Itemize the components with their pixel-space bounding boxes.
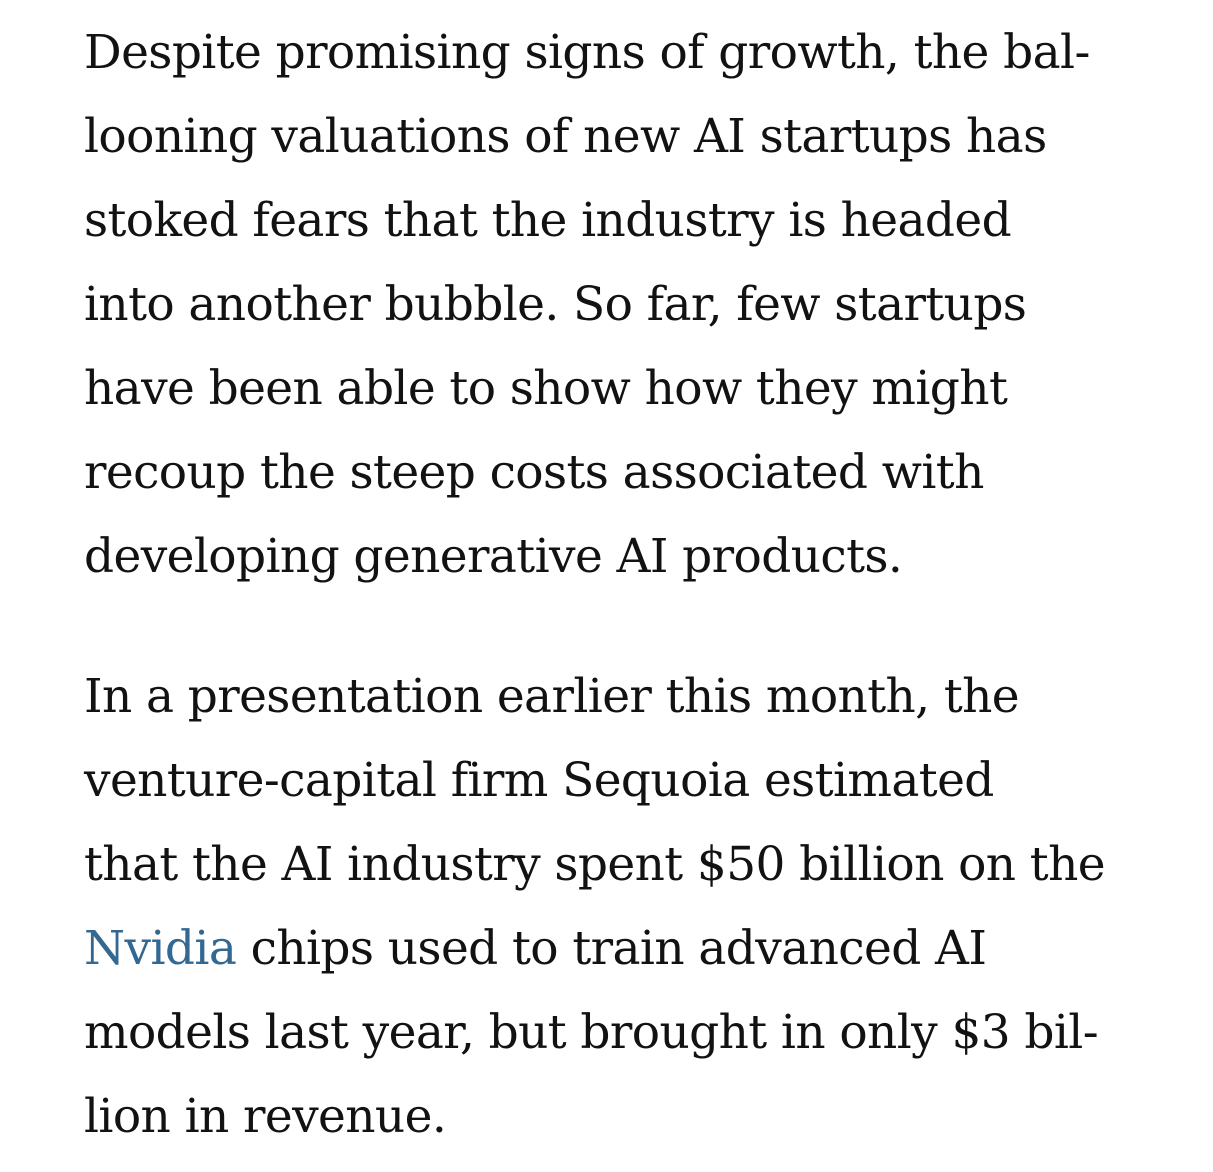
paragraph-line: In a presentation earlier this month, th…	[84, 669, 1020, 724]
link-line-text: chips used to train advanced AI	[236, 921, 987, 976]
paragraph-1: Despite promising signs of growth, the b…	[84, 11, 1090, 599]
paragraph-line: into another bubble. So far, few startup…	[84, 277, 1027, 332]
paragraph-line: looning valuations of new AI startups ha…	[84, 109, 1047, 164]
nvidia-link[interactable]: Nvidia	[84, 921, 237, 976]
paragraph-line-with-link: Nvidia chips used to train advanced AI	[84, 907, 1105, 991]
paragraph-line: Despite promising signs of growth, the b…	[84, 25, 1090, 80]
paragraph-line: stoked fears that the industry is headed	[84, 193, 1012, 248]
paragraph-line: that the AI industry spent $50 billion o…	[84, 837, 1106, 892]
paragraph-line: have been able to show how they might	[84, 361, 1008, 416]
paragraph-line: lion in revenue.	[84, 1089, 447, 1144]
paragraph-line: developing generative AI products.	[84, 529, 903, 584]
paragraph-2: In a presentation earlier this month, th…	[84, 655, 1106, 1159]
paragraph-line: recoup the steep costs associated with	[84, 445, 984, 500]
paragraph-line: venture-capital firm Sequoia estimated	[84, 753, 994, 808]
paragraph-line: models last year, but brought in only $3…	[84, 1005, 1099, 1060]
